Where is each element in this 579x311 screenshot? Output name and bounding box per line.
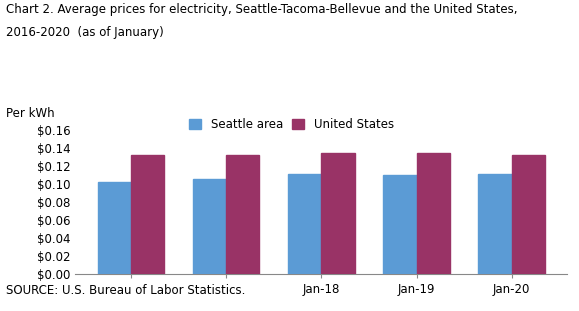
Bar bbox=[478, 174, 512, 274]
Text: Per kWh: Per kWh bbox=[6, 107, 54, 120]
Bar bbox=[131, 155, 164, 274]
Legend: Seattle area, United States: Seattle area, United States bbox=[189, 118, 394, 131]
Text: Chart 2. Average prices for electricity, Seattle-Tacoma-Bellevue and the United : Chart 2. Average prices for electricity,… bbox=[6, 3, 517, 16]
Text: SOURCE: U.S. Bureau of Labor Statistics.: SOURCE: U.S. Bureau of Labor Statistics. bbox=[6, 284, 245, 297]
Bar bbox=[383, 175, 416, 274]
Bar bbox=[288, 174, 321, 274]
Bar bbox=[193, 179, 226, 274]
Bar bbox=[321, 153, 355, 274]
Text: 2016-2020  (as of January): 2016-2020 (as of January) bbox=[6, 26, 163, 39]
Bar bbox=[512, 155, 545, 274]
Bar bbox=[98, 182, 131, 274]
Bar bbox=[226, 155, 259, 274]
Bar bbox=[416, 153, 450, 274]
